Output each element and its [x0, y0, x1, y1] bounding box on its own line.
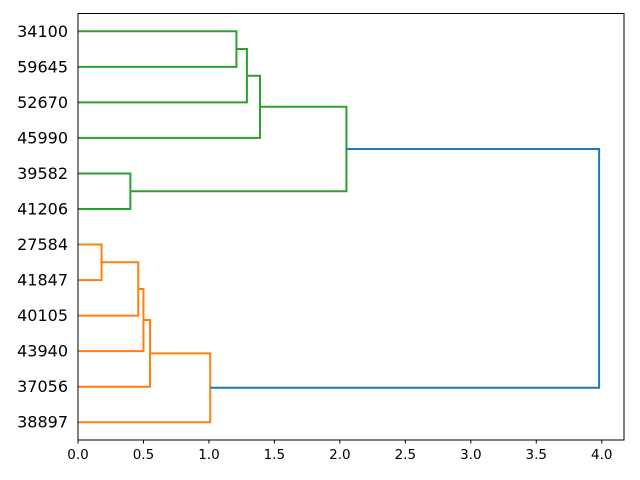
leaf-label: 41847: [17, 271, 68, 290]
axes-background: [78, 13, 624, 440]
x-tick-label: 2.0: [329, 447, 350, 463]
x-tick-label: 4.0: [591, 447, 612, 463]
x-tick-label: 0.0: [67, 447, 88, 463]
x-tick-label: 0.5: [133, 447, 154, 463]
leaf-label: 41206: [17, 199, 68, 218]
cluster-link-cluster_orange: [78, 319, 152, 388]
cluster-link-cluster_green: [78, 48, 248, 104]
x-tick-label: 1.0: [198, 447, 219, 463]
cluster-link-cluster_orange: [78, 243, 103, 282]
leaf-label: 45990: [17, 128, 68, 147]
leaf-label: 39582: [17, 164, 68, 183]
leaf-label: 43940: [17, 342, 68, 361]
cluster-link-above_threshold: [210, 148, 601, 389]
plot-frame: [77, 13, 625, 441]
leaf-label: 27584: [17, 235, 68, 254]
leaf-label: 40105: [17, 306, 68, 325]
x-tick-label: 2.5: [395, 447, 416, 463]
leaf-label: 38897: [17, 413, 68, 432]
cluster-link-cluster_orange: [78, 261, 140, 317]
cluster-link-cluster_green: [130, 105, 348, 193]
x-tick-label: 3.0: [460, 447, 481, 463]
cluster-link-cluster_green: [78, 172, 132, 210]
leaf-label: 59645: [17, 57, 68, 76]
x-tick-label: 3.5: [526, 447, 547, 463]
x-tick-label: 1.5: [264, 447, 285, 463]
leaf-label: 52670: [17, 93, 68, 112]
leaf-label: 34100: [17, 22, 68, 41]
leaf-label: 37056: [17, 377, 68, 396]
